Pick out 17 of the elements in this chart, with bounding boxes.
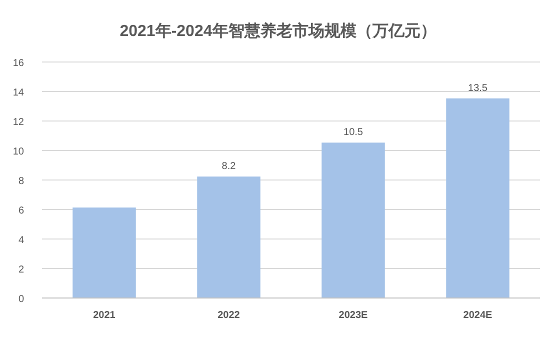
data-label: 13.5	[468, 82, 488, 94]
y-tick-label: 14	[12, 88, 24, 98]
y-tick-label: 8	[18, 176, 24, 187]
y-tick-label: 0	[18, 294, 24, 305]
data-label: 10.5	[344, 127, 364, 138]
x-tick-label: 2024E	[463, 310, 493, 321]
y-tick-label: 4	[18, 235, 24, 246]
chart-title: 2021年-2024年智慧养老市场规模（万亿元）	[120, 21, 436, 40]
y-tick-label: 12	[12, 117, 24, 128]
y-tick-label: 2	[18, 264, 24, 276]
y-tick-label: 16	[12, 58, 24, 69]
data-label: 8.2	[222, 161, 236, 172]
y-tick-label: 6	[18, 206, 24, 216]
y-tick-label: 10	[12, 146, 24, 158]
x-tick-label: 2022	[218, 310, 240, 321]
x-tick-label: 2023E	[338, 310, 368, 321]
x-tick-label: 2021	[93, 310, 116, 321]
